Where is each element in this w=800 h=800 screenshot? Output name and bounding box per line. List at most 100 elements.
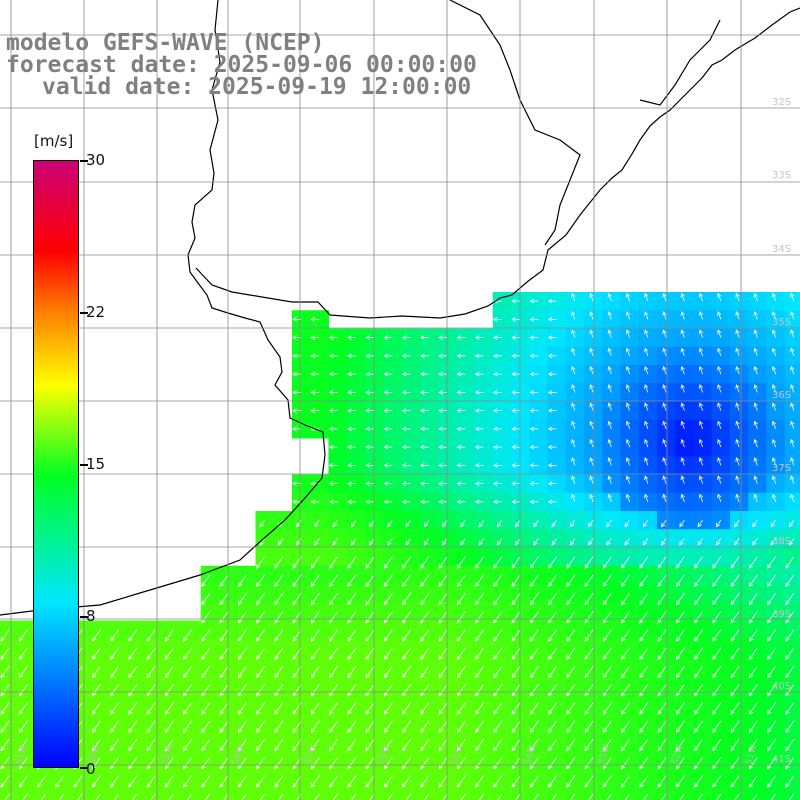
wind-arrow bbox=[219, 574, 229, 588]
wind-cell bbox=[292, 365, 311, 384]
wind-cell bbox=[784, 565, 800, 585]
wind-arrow bbox=[37, 775, 46, 788]
wind-arrow bbox=[274, 592, 284, 606]
wind-arrow bbox=[365, 556, 375, 569]
wind-cell bbox=[711, 784, 731, 800]
wind-arrow bbox=[493, 390, 502, 395]
wind-arrow bbox=[383, 444, 393, 450]
wind-cell bbox=[401, 784, 421, 800]
wind-arrow bbox=[438, 556, 448, 569]
wind-arrow bbox=[602, 702, 612, 715]
wind-arrow bbox=[438, 335, 448, 340]
wind-arrow bbox=[602, 738, 612, 752]
wind-cell bbox=[748, 346, 767, 366]
wind-arrow bbox=[474, 444, 484, 450]
wind-arrow bbox=[146, 629, 156, 642]
wind-arrow bbox=[456, 390, 466, 395]
wind-arrow bbox=[383, 592, 393, 606]
wind-arrow bbox=[456, 371, 466, 377]
wind-arrow bbox=[420, 426, 429, 432]
wind-arrow bbox=[493, 684, 503, 697]
wind-arrow bbox=[730, 647, 740, 661]
wind-arrow bbox=[475, 665, 484, 679]
wind-arrow bbox=[657, 647, 667, 661]
wind-arrow bbox=[493, 775, 503, 788]
wind-arrow bbox=[274, 611, 284, 624]
wind-arrow bbox=[606, 538, 612, 546]
wind-arrow bbox=[383, 702, 393, 715]
wind-cell bbox=[456, 401, 475, 421]
wind-cell bbox=[529, 365, 548, 384]
wind-arrow bbox=[369, 519, 375, 528]
wind-arrow bbox=[383, 665, 393, 679]
wind-arrow bbox=[365, 353, 375, 359]
wind-cell bbox=[693, 328, 713, 348]
wind-arrow bbox=[475, 629, 484, 642]
wind-arrow bbox=[237, 775, 247, 788]
wind-arrow bbox=[365, 335, 375, 340]
wind-cell bbox=[547, 328, 567, 348]
wind-arrow bbox=[566, 757, 576, 770]
wind-arrow bbox=[735, 420, 740, 430]
wind-arrow bbox=[438, 684, 448, 697]
wind-arrow bbox=[329, 757, 338, 770]
wind-cell bbox=[565, 492, 585, 512]
wind-arrow bbox=[128, 647, 138, 661]
wind-arrow bbox=[644, 402, 649, 411]
wind-arrow bbox=[625, 457, 631, 466]
wind-arrow bbox=[547, 408, 557, 413]
wind-arrow bbox=[657, 738, 667, 752]
wind-cell bbox=[456, 492, 475, 512]
wind-cell bbox=[638, 438, 658, 457]
wind-cell bbox=[419, 346, 439, 366]
wind-cell bbox=[711, 346, 731, 366]
wind-cell bbox=[547, 456, 567, 475]
wind-arrow bbox=[694, 720, 703, 734]
wind-arrow bbox=[680, 402, 685, 411]
wind-arrow bbox=[420, 335, 429, 340]
wind-arrow bbox=[680, 493, 685, 503]
wind-arrow bbox=[91, 775, 101, 788]
wind-arrow bbox=[680, 292, 685, 302]
wind-arrow bbox=[735, 365, 740, 375]
wind-arrow bbox=[456, 408, 466, 413]
wind-arrow bbox=[712, 647, 722, 661]
wind-arrow bbox=[420, 684, 430, 697]
wind-arrow bbox=[511, 335, 521, 340]
wind-cell bbox=[547, 784, 567, 800]
wind-arrow bbox=[456, 592, 466, 606]
wind-arrow bbox=[328, 463, 338, 468]
wind-arrow bbox=[18, 738, 28, 752]
wind-arrow bbox=[680, 311, 685, 320]
wind-arrow bbox=[460, 538, 466, 546]
wind-arrow bbox=[401, 335, 411, 340]
wind-cell bbox=[492, 456, 512, 475]
wind-arrow bbox=[511, 371, 521, 377]
wind-cell bbox=[383, 492, 402, 512]
wind-cell bbox=[547, 474, 567, 494]
wind-arrow bbox=[237, 592, 247, 606]
wind-arrow bbox=[110, 629, 119, 642]
wind-arrow bbox=[438, 371, 448, 377]
wind-arrow bbox=[365, 481, 375, 486]
wind-arrow bbox=[365, 611, 375, 624]
wind-arrow bbox=[511, 702, 521, 715]
wind-cell bbox=[766, 401, 786, 421]
wind-arrow bbox=[310, 335, 320, 340]
wind-arrow bbox=[584, 702, 594, 715]
wind-arrow bbox=[730, 574, 740, 588]
wind-arrow bbox=[662, 457, 667, 466]
wind-arrow bbox=[584, 574, 594, 588]
wind-cell bbox=[602, 419, 621, 439]
wind-arrow bbox=[675, 611, 685, 624]
wind-cell bbox=[748, 328, 767, 348]
wind-arrow bbox=[493, 353, 502, 359]
wind-arrow bbox=[584, 611, 594, 624]
wind-cell bbox=[492, 383, 512, 402]
wind-arrow bbox=[328, 444, 338, 450]
wind-arrow bbox=[256, 738, 265, 752]
wind-arrow bbox=[256, 684, 265, 697]
wind-cell bbox=[401, 401, 421, 421]
wind-cell bbox=[547, 438, 567, 457]
wind-cell bbox=[456, 328, 475, 348]
